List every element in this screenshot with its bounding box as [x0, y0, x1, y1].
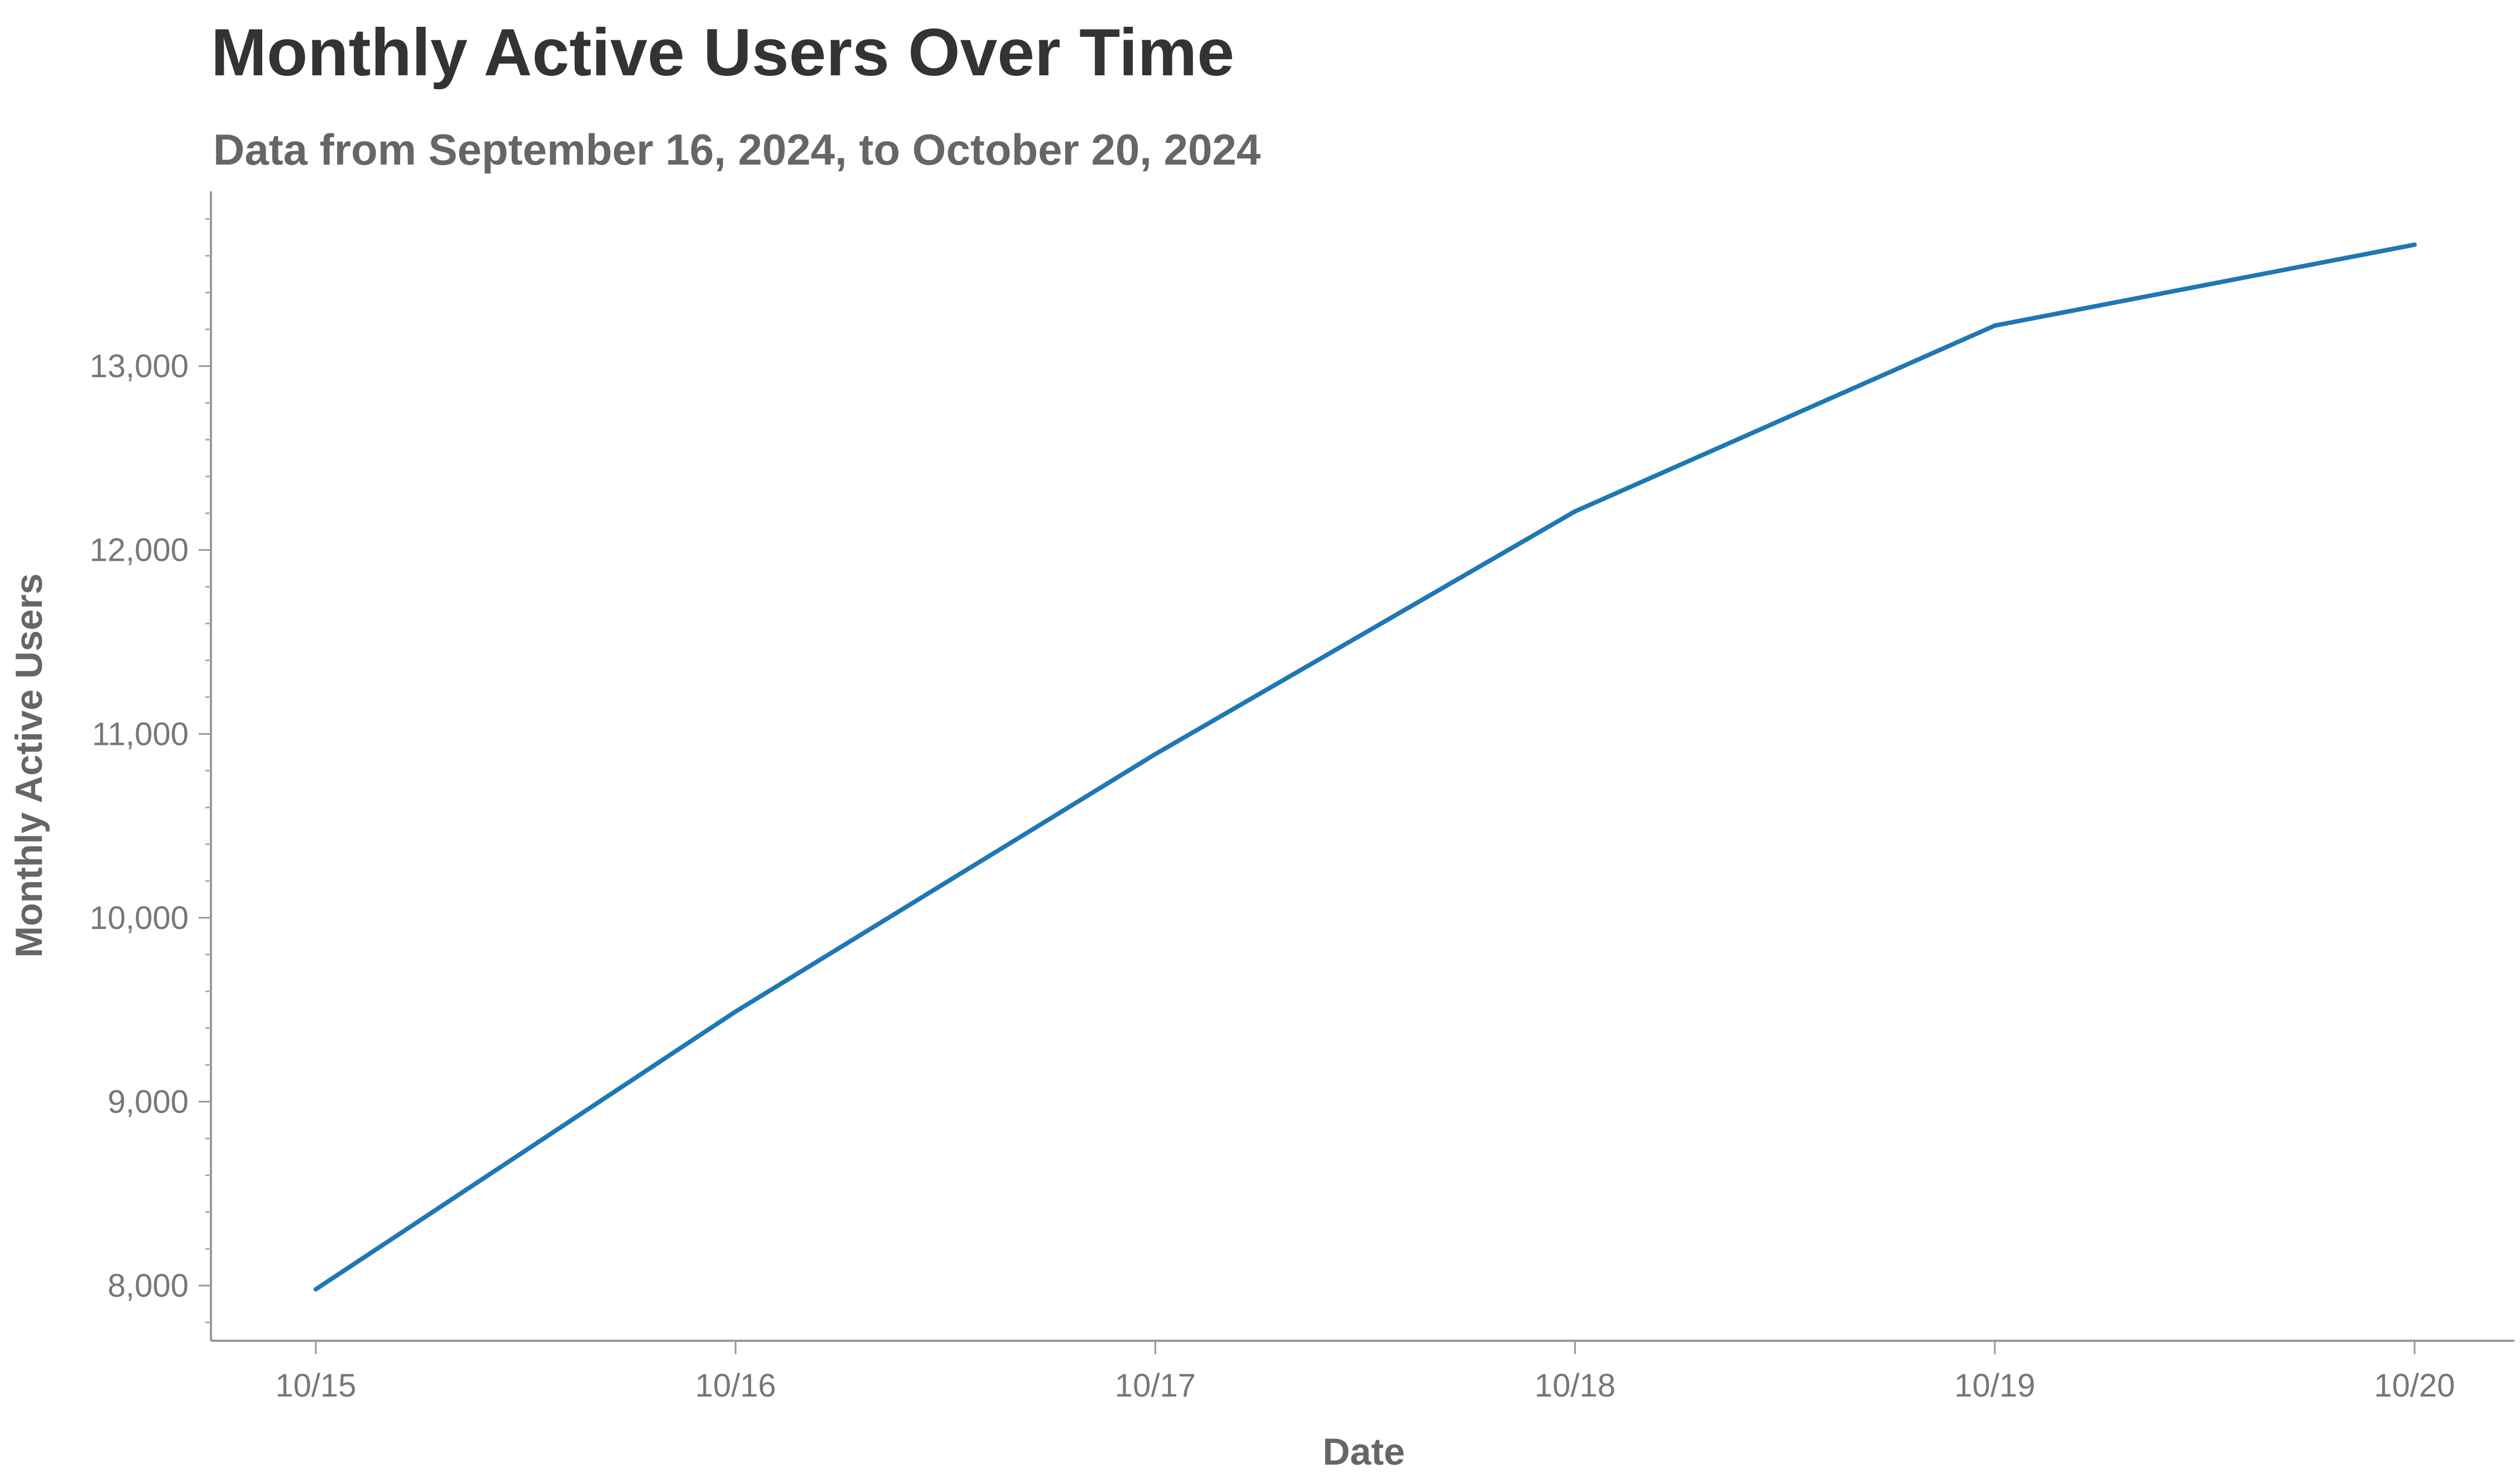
x-tick-label: 10/17	[1115, 1368, 1196, 1404]
x-tick-label: 10/19	[1954, 1368, 2035, 1404]
y-axis: 8,000 9,000 10,000 11,000 12,000 13,000	[90, 191, 212, 1341]
x-tick-label: 10/16	[695, 1368, 776, 1404]
series-line	[314, 242, 2417, 1292]
y-tick-label: 11,000	[92, 716, 189, 752]
x-tick-label: 10/15	[275, 1368, 356, 1404]
y-tick-label: 12,000	[90, 532, 189, 569]
y-tick-label: 8,000	[108, 1268, 189, 1304]
chart-subtitle: Data from September 16, 2024, to October…	[213, 125, 1261, 174]
series-layer	[314, 242, 2417, 1292]
x-tick-label: 10/20	[2374, 1368, 2455, 1404]
y-tick-label: 13,000	[90, 348, 189, 384]
y-tick-label: 10,000	[90, 900, 189, 936]
chart-title: Monthly Active Users Over Time	[211, 15, 1234, 90]
x-axis: 10/15 10/16 10/17 10/18 10/19 10/20	[211, 1340, 2514, 1404]
y-tick-label: 9,000	[108, 1084, 189, 1120]
x-tick-label: 10/18	[1535, 1368, 1615, 1404]
y-axis-label: Monthly Active Users	[8, 574, 50, 958]
x-axis-label: Date	[1322, 1431, 1405, 1473]
